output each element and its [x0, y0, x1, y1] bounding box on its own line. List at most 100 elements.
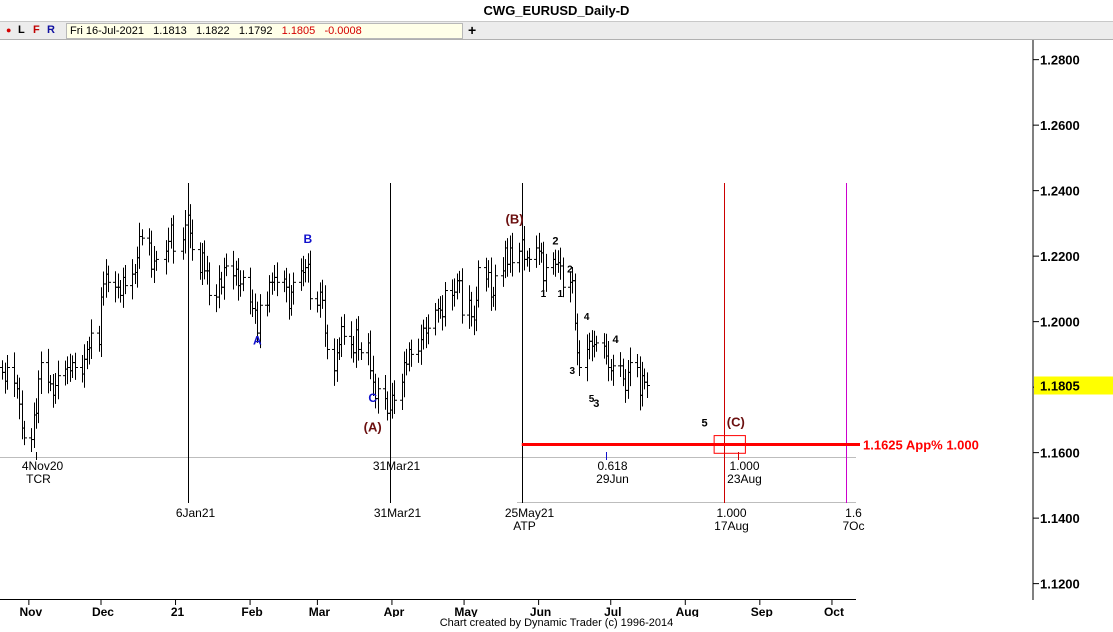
wave-label: A	[253, 334, 262, 348]
plot-area	[0, 40, 1033, 600]
target-zone-box	[713, 435, 746, 454]
ohlc-bar	[56, 360, 61, 400]
wave-label: 3	[569, 366, 575, 377]
projection-date-label: 23Aug	[727, 472, 762, 486]
ohlc-bar	[325, 324, 330, 360]
ohlc-bar	[241, 270, 246, 292]
ohlc-bar	[154, 250, 159, 271]
price-target-label: 1.1625 App% 1.000	[863, 437, 979, 452]
projection-date-label: 4Nov20	[22, 459, 64, 473]
title-bar: CWG_EURUSD_Daily-D	[0, 0, 1113, 22]
ohlc-bar	[89, 319, 94, 359]
quote-change: -0.0008	[324, 25, 362, 37]
quote-date: Fri 16-Jul-2021	[70, 25, 144, 37]
ohlc-bar	[628, 347, 633, 387]
ohlc-bar	[258, 294, 263, 349]
time-date-label: 31Mar21	[374, 506, 422, 520]
price-chart: 1.12001.14001.16001.18001.20001.22001.24…	[0, 40, 1113, 617]
ohlc-bar	[171, 215, 176, 264]
ohlc-bar	[510, 232, 515, 277]
wave-label: C	[368, 391, 377, 405]
wave-label: 5	[701, 417, 707, 429]
ohlc-bar	[376, 377, 381, 414]
wave-label: 2	[567, 265, 573, 276]
wave-label: 4	[612, 334, 619, 346]
ohlc-bar	[476, 260, 481, 308]
ohlc-bar	[22, 420, 27, 446]
footer-credit: Chart created by Dynamic Trader (c) 1996…	[439, 617, 674, 629]
x-tick-label: Nov	[20, 605, 43, 617]
projection-sub-label: TCR	[26, 472, 51, 486]
x-tick-label: Mar	[309, 605, 331, 617]
y-tick-label: 1.1400	[1040, 511, 1080, 526]
quote-close: 1.1805	[281, 25, 316, 37]
x-tick-label: Oct	[824, 605, 844, 617]
ohlc-bar	[426, 314, 431, 345]
ohlc-bar	[611, 354, 616, 386]
y-tick-label: 1.1600	[1040, 446, 1080, 461]
x-tick-label: 21	[171, 605, 185, 617]
time-sub-label: ATP	[513, 519, 535, 533]
y-tick-label: 1.2000	[1040, 315, 1080, 330]
x-tick-label: Apr	[384, 605, 405, 617]
toolbar-button-l[interactable]: L	[18, 24, 25, 36]
quote-high: 1.1822	[195, 25, 230, 37]
record-dot-icon: ●	[6, 25, 12, 35]
ohlc-bar	[190, 219, 195, 261]
ohlc-bar	[275, 262, 280, 297]
toolbar-button-r[interactable]: R	[47, 24, 55, 36]
x-tick-label: Jun	[530, 605, 551, 617]
wave-label: 4	[584, 312, 590, 323]
ohlc-bar	[443, 282, 448, 327]
ohlc-bar	[123, 264, 128, 295]
add-plus-icon[interactable]: +	[468, 22, 477, 38]
projection-date-label: 31Mar21	[373, 459, 421, 473]
ohlc-bar	[561, 257, 566, 298]
time-ratio-label: 1.6	[845, 506, 862, 520]
x-tick-label: Jul	[604, 605, 621, 617]
y-tick-label: 1.2600	[1040, 118, 1080, 133]
wave-label: B	[303, 232, 312, 246]
ohlc-bar	[207, 262, 212, 306]
ohlc-bar	[308, 250, 313, 310]
wave-label: 1	[541, 289, 547, 300]
ohlc-bar	[577, 340, 582, 376]
x-tick-label: Dec	[92, 605, 114, 617]
ohlc-bar	[527, 247, 532, 272]
ohlc-bar	[342, 314, 347, 345]
x-tick-label: Aug	[676, 605, 699, 617]
y-tick-label: 1.2200	[1040, 249, 1080, 264]
last-price-marker	[1034, 376, 1113, 395]
time-date-label: 7Oc	[842, 519, 864, 533]
x-tick-label: Sep	[751, 605, 773, 617]
ohlc-bar	[392, 380, 397, 414]
x-tick-label: May	[454, 605, 478, 617]
time-date-label: 25May21	[505, 506, 555, 520]
ohlc-bar	[291, 272, 296, 305]
ohlc-bar	[645, 372, 650, 398]
ohlc-bar	[73, 352, 78, 380]
ohlc-bar	[460, 268, 465, 324]
toolbar-button-f[interactable]: F	[33, 24, 40, 36]
ohlc-bar	[493, 264, 498, 311]
ohlc-bar	[409, 339, 414, 367]
ohlc-bar	[39, 351, 44, 395]
ohlc-bar	[5, 355, 10, 390]
wave-label: (C)	[727, 414, 745, 429]
toolbar: ● L F R Fri 16-Jul-2021 1.1813 1.1822 1.…	[0, 22, 1113, 40]
projection-ratio-label: 0.618	[597, 459, 627, 473]
wave-label: 1	[557, 289, 563, 300]
x-tick-label: Feb	[241, 605, 262, 617]
y-tick-label: 1.1200	[1040, 577, 1080, 592]
ohlc-bar	[594, 335, 599, 352]
wave-label: (B)	[506, 211, 524, 226]
projection-ratio-label: 1.000	[729, 459, 759, 473]
wave-label: 5	[589, 394, 595, 405]
ohlc-bar	[544, 253, 549, 292]
ohlc-bar	[359, 342, 364, 360]
quote-readout: Fri 16-Jul-2021 1.1813 1.1822 1.1792 1.1…	[66, 23, 463, 39]
projection-date-label: 29Jun	[596, 472, 629, 486]
window-title: CWG_EURUSD_Daily-D	[483, 3, 630, 18]
wave-label: 3	[593, 398, 599, 410]
time-ratio-label: 1.000	[716, 506, 746, 520]
